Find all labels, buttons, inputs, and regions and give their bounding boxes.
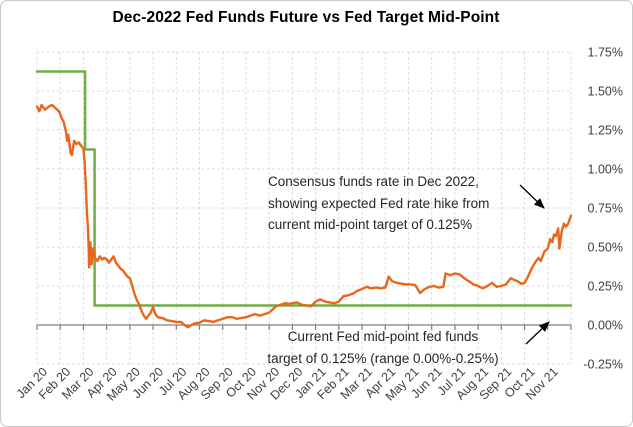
y-axis-label: 0.25% [588,280,623,294]
fed-funds-future-line [35,103,573,329]
y-axis-label: -0.25% [583,358,623,372]
annotation-line: showing expected Fed rate hike from [268,195,490,211]
annotation-line: Current Fed mid-point fed funds [287,329,479,344]
y-axis-label: 1.25% [588,124,623,138]
y-axis-label: 0.50% [588,241,623,255]
y-axis-label: 1.75% [588,46,623,60]
y-axis-label: 1.50% [588,85,623,99]
y-axis-label: 0.00% [588,319,623,333]
annotation-arrow-consensus [519,184,545,209]
y-axis-label: 0.75% [588,202,623,216]
annotation-arrow-target [525,321,550,345]
annotation-line: target of 0.125% (range 0.00%-0.25%) [267,350,499,366]
annotation-line: current mid-point target of 0.125% [268,217,473,232]
fed-target-midpoint-line [35,70,573,307]
chart-title: Dec-2022 Fed Funds Future vs Fed Target … [112,9,500,26]
y-axis-label: 1.00% [588,163,623,177]
annotation-consensus-rate: Consensus funds rate in Dec 2022, showin… [268,171,489,236]
annotation-fed-target: Current Fed mid-point fed funds target o… [263,326,503,369]
annotation-line: Consensus funds rate in Dec 2022, [268,174,479,189]
